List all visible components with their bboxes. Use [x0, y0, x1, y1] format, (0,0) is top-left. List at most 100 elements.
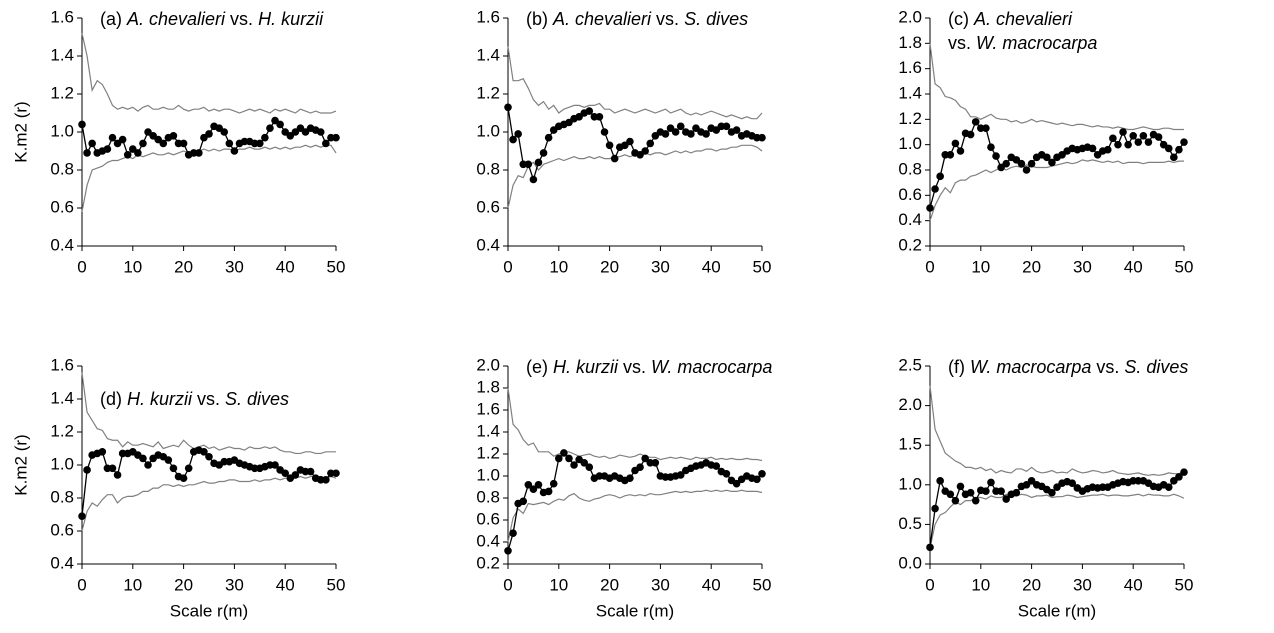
y-tick-label: 1.6 [476, 399, 500, 418]
data-point [605, 141, 614, 150]
data-point [139, 454, 147, 463]
y-tick-label: 1.2 [50, 421, 74, 440]
data-point [139, 139, 147, 148]
data-point [1048, 488, 1056, 497]
data-point [220, 128, 229, 136]
y-tick-label: 1.0 [476, 465, 500, 484]
data-point [534, 158, 543, 167]
data-point [255, 139, 264, 148]
title-part: W. macrocarpa [976, 33, 1097, 53]
panel-title: (b) A. chevalieri vs. S. dives [526, 9, 748, 29]
data-point [306, 467, 315, 476]
x-tick-label: 0 [77, 257, 86, 276]
x-tick-label: 10 [971, 575, 990, 594]
data-point [722, 122, 731, 131]
data-point [108, 464, 117, 473]
data-point [519, 497, 528, 506]
data-point [332, 133, 340, 142]
x-tick-label: 20 [1022, 575, 1041, 594]
data-point [271, 461, 279, 469]
y-tick-label: 0.5 [898, 514, 922, 533]
data-point [555, 454, 563, 463]
y-tick-label: 2.0 [898, 395, 922, 414]
data-point [539, 149, 548, 157]
panel: 0.2 0.4 0.6 0.8 1.0 1.2 1.4 1.6 1.8 2.0 0 10 20 30 40 5… [476, 355, 772, 620]
data-point [1104, 145, 1112, 154]
data-point [702, 130, 710, 138]
data-point [98, 448, 107, 456]
x-tick-label: 40 [276, 257, 295, 276]
data-point [931, 185, 939, 193]
x-tick-label: 20 [600, 257, 619, 276]
title-part: W. macrocarpa [651, 357, 772, 377]
y-tick-label: 1.4 [476, 421, 500, 440]
x-tick-label: 40 [276, 575, 295, 594]
title-part: (f) [948, 357, 970, 377]
data-point [514, 130, 522, 138]
data-point [987, 478, 995, 487]
data-point [732, 126, 741, 134]
y-tick-label: 0.8 [898, 159, 922, 178]
data-point [108, 133, 117, 142]
y-tick-label: 0.2 [898, 235, 922, 254]
data-point [179, 474, 188, 483]
y-tick-label: 2.5 [898, 355, 922, 374]
data-point [758, 470, 766, 478]
data-point [646, 139, 655, 148]
data-point [1088, 144, 1097, 153]
series-line [81, 475, 337, 532]
data-point [230, 147, 239, 155]
data-point [529, 485, 538, 494]
series-line [929, 43, 1184, 131]
data-point [570, 461, 578, 469]
data-point [103, 145, 112, 153]
data-point [931, 504, 939, 513]
data-point [951, 496, 960, 505]
y-tick-label: 1.2 [898, 109, 922, 128]
data-point [169, 132, 178, 140]
data-point [322, 476, 330, 484]
data-point [164, 456, 173, 464]
data-point [1175, 473, 1183, 481]
title-part: H. kurzii [258, 9, 324, 29]
y-tick-label: 0.4 [898, 210, 922, 229]
x-tick-label: 20 [1022, 257, 1041, 276]
data-point [195, 149, 203, 157]
y-tick-label: 0.6 [476, 509, 500, 528]
y-tick-label: 1.0 [898, 134, 922, 153]
data-point [966, 130, 975, 139]
data-point [205, 452, 213, 461]
x-tick-label: 10 [123, 257, 142, 276]
x-tick-label: 50 [753, 575, 772, 594]
data-point [626, 137, 634, 146]
data-point [205, 130, 213, 138]
x-tick-label: 0 [925, 575, 934, 594]
data-point [332, 469, 340, 478]
data-point [641, 454, 649, 463]
y-tick-label: 1.6 [898, 58, 922, 77]
title-part: A. chevalieri [552, 9, 652, 29]
x-tick-label: 40 [1124, 257, 1143, 276]
data-point [610, 154, 619, 163]
title-part: H. kurzii [553, 357, 619, 377]
data-point [1002, 495, 1010, 503]
title-part: A. chevalieri [126, 9, 226, 29]
data-point [676, 471, 685, 479]
data-point [1068, 479, 1077, 488]
data-point [1012, 488, 1021, 497]
data-point [1134, 138, 1143, 146]
y-tick-label: 0.0 [898, 553, 922, 572]
series-line [507, 107, 762, 182]
y-tick-label: 0.2 [476, 553, 500, 572]
y-tick-label: 0.8 [476, 159, 500, 178]
title-part: A. chevalieri [973, 9, 1073, 29]
data-point [544, 133, 553, 142]
y-tick-label: 1.2 [50, 83, 74, 102]
y-axis-label: K.m2 (r) [11, 434, 30, 495]
title-part: S. dives [1124, 357, 1188, 377]
data-point [560, 449, 568, 457]
data-point [144, 461, 152, 469]
data-point [78, 512, 86, 520]
data-point [83, 466, 91, 474]
